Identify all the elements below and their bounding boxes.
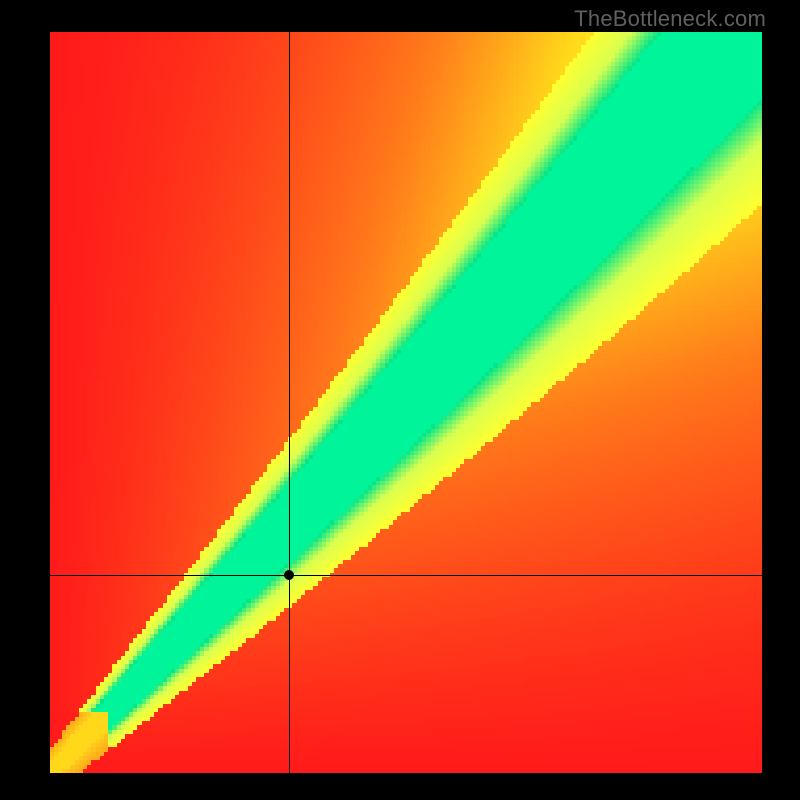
crosshair-horizontal bbox=[50, 575, 762, 576]
heatmap-plot bbox=[50, 32, 762, 774]
watermark-text: TheBottleneck.com bbox=[574, 6, 766, 32]
heatmap-canvas bbox=[50, 32, 762, 774]
crosshair-vertical bbox=[289, 32, 290, 774]
crosshair-marker bbox=[284, 570, 294, 580]
